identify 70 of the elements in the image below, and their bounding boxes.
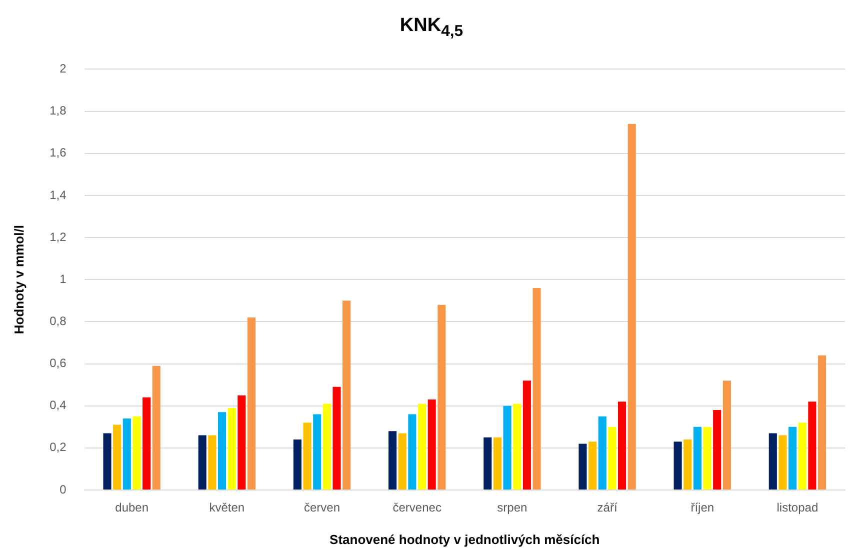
x-tick-label: srpen	[497, 500, 528, 515]
x-tick-label: květen	[209, 500, 245, 515]
bar	[132, 416, 141, 490]
bar	[142, 397, 151, 490]
bar	[388, 431, 397, 490]
bar	[152, 366, 160, 490]
bar	[398, 433, 406, 490]
bar	[703, 426, 712, 490]
bar	[113, 424, 122, 490]
bar	[798, 422, 806, 490]
bar	[322, 404, 331, 490]
chart-title: KNK$_{4,5}$	[398, 14, 464, 42]
bar	[103, 433, 112, 490]
bar	[418, 404, 426, 490]
bar	[598, 416, 606, 490]
y-tick-label: 1,2	[50, 230, 67, 244]
x-tick-label: červenec	[392, 500, 442, 515]
bar	[218, 412, 226, 490]
y-tick-label: 0,4	[50, 398, 67, 412]
bar	[238, 395, 246, 490]
y-tick-label: 1,4	[50, 188, 67, 202]
y-tick-label: 1,6	[50, 146, 67, 160]
bar	[342, 300, 351, 490]
bar	[713, 410, 722, 490]
bar	[198, 435, 206, 490]
y-tick-label: 1	[60, 272, 67, 286]
bar	[438, 304, 446, 490]
bar	[578, 444, 587, 490]
bar	[722, 380, 731, 490]
bar	[428, 400, 436, 490]
x-axis-title: Stanovené hodnoty v jednotlivých měsících	[330, 532, 600, 547]
bar	[788, 426, 797, 490]
bar	[608, 426, 616, 490]
bar	[693, 426, 702, 490]
bar	[818, 355, 826, 490]
bar	[768, 433, 777, 490]
bar	[522, 380, 531, 490]
x-tick-label: červen	[304, 500, 340, 515]
bar	[484, 437, 492, 490]
bar	[503, 406, 512, 490]
bar	[247, 317, 256, 490]
y-tick-label: 0,6	[50, 356, 67, 370]
bar	[684, 440, 692, 490]
x-tick-label: duben	[115, 500, 149, 515]
bar	[532, 288, 541, 490]
y-tick-label: 0	[60, 482, 67, 496]
bar	[208, 435, 216, 490]
bar	[122, 418, 131, 490]
bar	[228, 408, 236, 490]
bar	[513, 404, 522, 490]
bar	[618, 402, 626, 490]
y-tick-label: 1,8	[50, 104, 67, 118]
bar	[778, 435, 787, 490]
bar	[493, 437, 502, 490]
y-axis-title: Hodnoty v mmol/l	[11, 225, 26, 334]
bar	[313, 414, 322, 490]
y-tick-label: 0,2	[50, 440, 67, 454]
bar	[303, 422, 312, 490]
y-tick-label: 0,8	[50, 314, 67, 328]
y-tick-label: 2	[60, 62, 67, 76]
bar	[332, 386, 341, 490]
x-tick-label: říjen	[690, 500, 714, 515]
x-tick-label: listopad	[776, 500, 818, 515]
bar	[293, 440, 302, 490]
bar	[588, 442, 597, 490]
bar	[408, 414, 416, 490]
x-tick-label: září	[597, 500, 618, 515]
bar	[674, 442, 682, 490]
bar	[628, 124, 636, 490]
bar	[808, 402, 816, 490]
